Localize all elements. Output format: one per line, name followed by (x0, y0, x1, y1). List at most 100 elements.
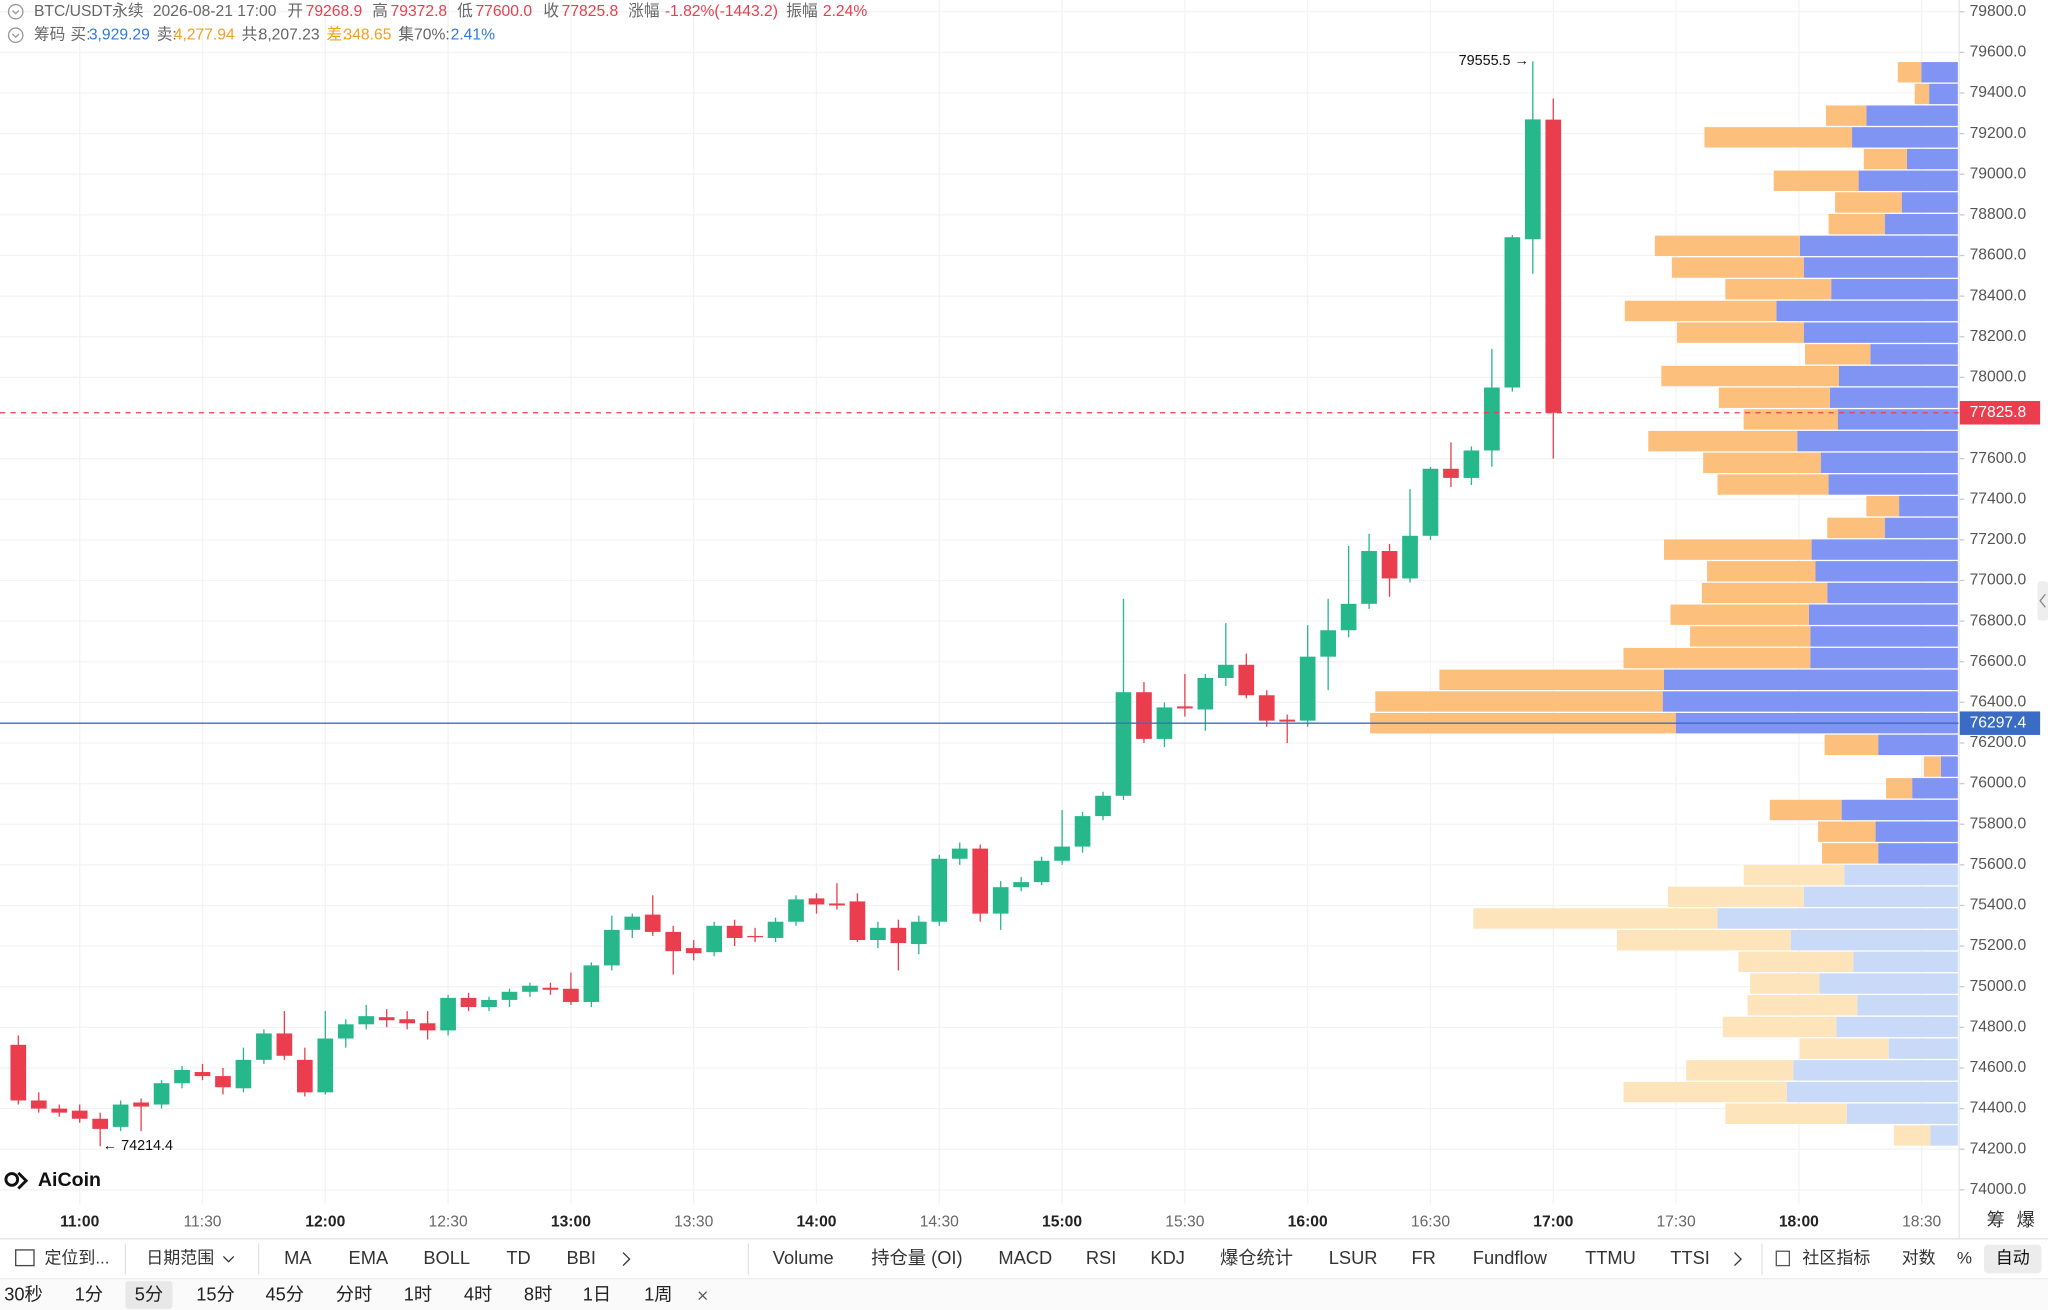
timeframe-button[interactable]: 30秒 (4, 1283, 43, 1304)
candle-body (1258, 695, 1275, 721)
sell-volume-bar (1704, 127, 1853, 148)
candle-body (92, 1118, 109, 1129)
candle-body (1443, 468, 1459, 478)
sell-volume-bar (1375, 691, 1663, 712)
timeframe-button[interactable]: 5分 (135, 1283, 163, 1304)
timeframe-button[interactable]: 1时 (404, 1283, 432, 1304)
indicator-button[interactable]: MA (284, 1247, 312, 1268)
sub-indicator-button[interactable]: TTSI (1670, 1247, 1710, 1268)
x-tick-label: 16:30 (1411, 1214, 1450, 1231)
candle-body (1279, 719, 1296, 722)
percent-toggle[interactable]: % (1957, 1249, 1972, 1268)
more-arrow[interactable] (1734, 1252, 1742, 1267)
candle-body (419, 1023, 436, 1031)
sell-volume-bar (1828, 213, 1885, 235)
buy-volume-bar (1901, 192, 1958, 213)
timeframe-button[interactable]: 1日 (583, 1283, 611, 1304)
log-toggle[interactable]: 对数 (1902, 1249, 1936, 1268)
indicator-button[interactable]: EMA (349, 1247, 389, 1268)
value: 79372.8 (391, 3, 448, 20)
x-tick-label: 15:30 (1165, 1214, 1204, 1231)
candle-body (951, 848, 968, 859)
indicator-button[interactable]: BOLL (423, 1247, 470, 1268)
sub-indicator-button[interactable]: 持仓量 (OI) (871, 1247, 962, 1268)
timeframe-button[interactable]: 15分 (196, 1283, 235, 1304)
axis-tab[interactable]: 爆 (2017, 1209, 2035, 1230)
candle-body (112, 1104, 129, 1127)
candle-body (1484, 387, 1500, 451)
community-button[interactable]: 社区指标 (1802, 1249, 1870, 1268)
timeframe-button[interactable]: 8时 (524, 1283, 552, 1304)
candle-body (808, 898, 825, 905)
locate-button[interactable]: 定位到... (44, 1249, 109, 1268)
sub-indicator-button[interactable]: 爆仓统计 (1220, 1247, 1293, 1268)
y-tick-label: 77600.0 (1970, 450, 2027, 467)
date-range-button[interactable]: 日期范围 (146, 1249, 214, 1268)
sell-volume-bar (1654, 235, 1800, 257)
auto-toggle[interactable]: 自动 (1996, 1249, 2030, 1268)
value: 2.24% (823, 3, 867, 20)
label: 高 (372, 2, 388, 20)
sell-volume-bar (1624, 300, 1777, 322)
poc-label: 76297.4 (1970, 714, 2027, 731)
candle-body (501, 991, 518, 1000)
candle-body (1402, 535, 1418, 579)
candle-body (583, 965, 600, 1002)
timeframe-button[interactable]: 1周 (644, 1283, 672, 1304)
timeframe-button[interactable]: 4时 (464, 1283, 492, 1304)
sub-indicator-button[interactable]: Volume (773, 1247, 834, 1268)
buy-volume-bar (1875, 821, 1958, 842)
candle-body (1361, 551, 1377, 604)
close-icon[interactable] (698, 1291, 708, 1301)
more-arrow[interactable] (622, 1252, 631, 1267)
y-tick-label: 79600.0 (1970, 44, 2027, 61)
y-tick-label: 76800.0 (1970, 612, 2027, 629)
candle-body (1197, 677, 1214, 710)
candle-body (665, 931, 682, 952)
sell-volume-bar (1799, 1038, 1889, 1059)
sell-volume-bar (1690, 626, 1811, 647)
y-tick-label: 75600.0 (1970, 856, 2027, 873)
buy-volume-bar (1815, 561, 1958, 582)
buy-volume-bar (1841, 799, 1958, 821)
x-tick-label: 13:00 (551, 1214, 591, 1231)
candle-body (522, 985, 538, 992)
collapse-icon[interactable] (7, 27, 24, 44)
candle-body (30, 1100, 47, 1109)
candle-body (460, 997, 477, 1008)
timeframe-selected (125, 1281, 173, 1309)
sub-indicator-button[interactable]: FR (1411, 1247, 1435, 1268)
sub-indicator-button[interactable]: LSUR (1329, 1247, 1378, 1268)
buy-volume-bar (1819, 973, 1958, 994)
sell-volume-bar (1677, 322, 1804, 343)
label: 收 (543, 2, 559, 20)
last-price-tag (1959, 400, 2041, 425)
timeframe-button[interactable]: 1分 (75, 1283, 103, 1304)
axis-tab[interactable]: 筹 (1987, 1209, 2005, 1230)
timeframe-button[interactable]: 45分 (265, 1283, 304, 1304)
timeframe-button[interactable]: 分时 (336, 1283, 373, 1304)
x-tick-label: 11:00 (60, 1214, 99, 1231)
side-tab[interactable] (2037, 581, 2048, 621)
sub-indicator-button[interactable]: MACD (998, 1247, 1052, 1268)
y-tick-label: 74000.0 (1970, 1181, 2027, 1198)
indicator-button[interactable]: TD (506, 1247, 530, 1268)
buy-volume-bar (1810, 626, 1958, 647)
x-tick-label: 13:30 (674, 1214, 713, 1231)
sub-indicator-button[interactable]: KDJ (1150, 1247, 1185, 1268)
value: 3,929.29 (89, 26, 150, 43)
community-icon (1775, 1250, 1791, 1267)
buy-volume-bar (1793, 1060, 1958, 1081)
x-tick-label: 16:00 (1288, 1214, 1328, 1231)
sell-volume-bar (1805, 344, 1871, 365)
indicator-button[interactable]: BBI (567, 1247, 596, 1268)
logo: AiCoin (4, 1169, 101, 1191)
sub-indicator-button[interactable]: Fundflow (1473, 1247, 1548, 1268)
y-tick-label: 78200.0 (1970, 328, 2027, 345)
logo-mark (17, 1171, 29, 1190)
sub-indicator-button[interactable]: TTMU (1585, 1247, 1636, 1268)
sub-indicator-button[interactable]: RSI (1086, 1247, 1116, 1268)
candle-body (317, 1038, 334, 1093)
collapse-icon[interactable] (7, 3, 24, 20)
